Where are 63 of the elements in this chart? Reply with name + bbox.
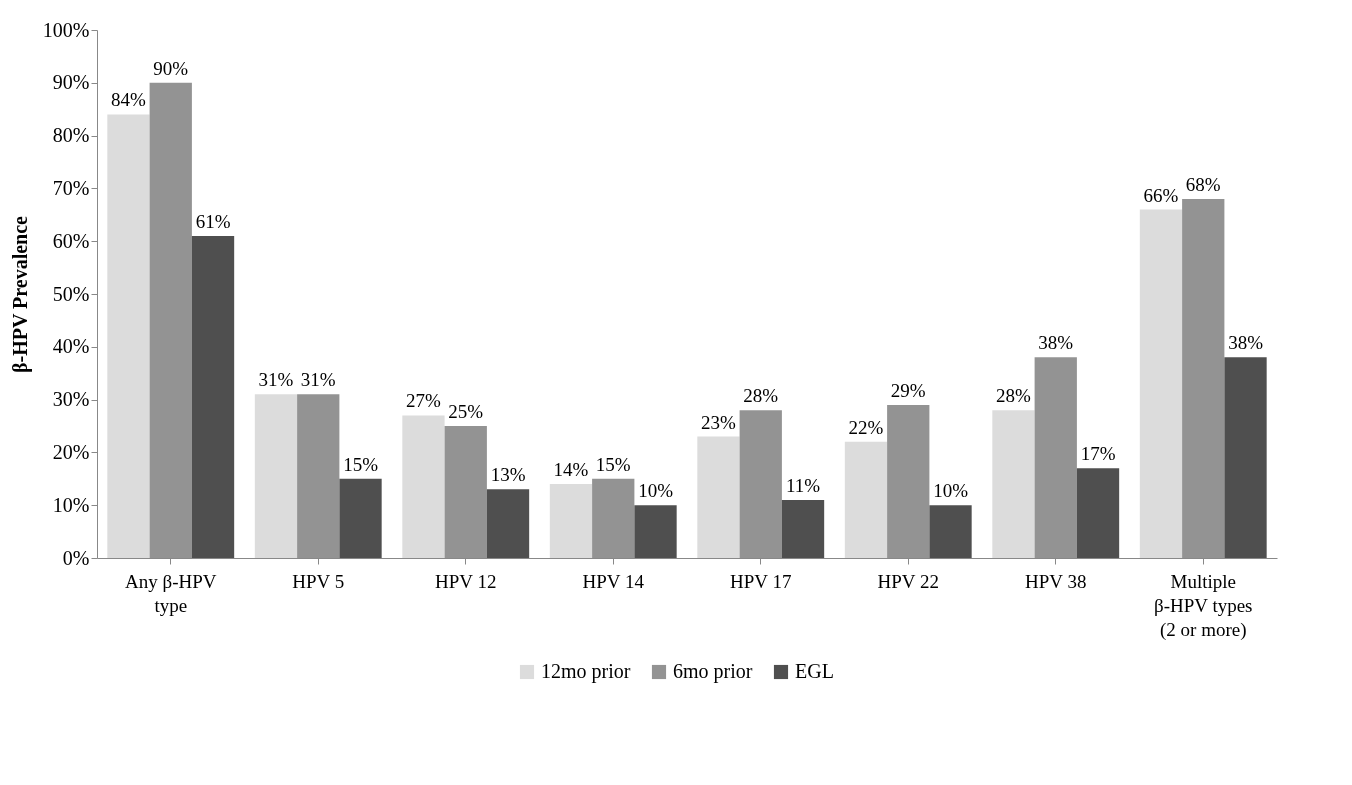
bar [1076,468,1120,558]
data-label: 90% [153,57,189,79]
y-tick-label: 10% [52,493,90,516]
y-axis-title: β-HPV Prevalence [8,215,32,373]
data-label: 27% [406,390,442,412]
y-tick-label: 20% [52,440,90,463]
y-tick-label: 70% [52,176,90,199]
y-tick-label: 60% [52,229,90,252]
data-label: 25% [448,401,484,422]
y-tick-label: 80% [52,124,90,147]
bar [992,410,1035,558]
data-label: 13% [490,464,526,486]
data-label: 68% [1185,173,1221,195]
data-label: 17% [1080,443,1116,465]
data-label: 10% [638,480,674,502]
x-tick-label: HPV 38 [1025,570,1087,592]
x-tick-label: Any β-HPV type [125,570,217,616]
bar [697,436,740,558]
data-label: 84% [111,89,147,111]
data-label: 15% [595,453,631,475]
bar [107,114,150,558]
x-tick-label: HPV 17 [730,570,792,592]
y-tick-label: 90% [52,71,90,94]
bar [254,394,298,558]
x-tick-label: HPV 12 [435,570,497,592]
bar [486,489,530,558]
data-label: 14% [553,459,589,481]
data-label: 22% [848,416,884,438]
bar [844,441,888,558]
data-label: 10% [933,480,969,502]
bar [634,505,677,558]
data-label: 66% [1143,184,1179,206]
x-tick-label: HPV 14 [582,570,645,592]
x-tick-label: HPV 5 [292,570,345,592]
bar [402,415,445,558]
data-label: 31% [258,369,294,391]
data-label: 29% [890,379,926,401]
y-tick-label: 50% [52,282,90,305]
data-label: 38% [1038,332,1074,354]
bar [1139,209,1183,558]
bar [929,505,972,558]
bar [1224,357,1267,558]
data-label: 31% [300,369,336,391]
data-label: 28% [743,385,779,407]
data-label: 61% [195,210,231,232]
y-tick-label: 30% [52,388,90,411]
legend-label: 12mo prior [541,660,631,683]
data-label: 38% [1228,332,1264,354]
legend-label: EGL [795,660,834,682]
data-label: 23% [701,411,737,433]
data-label: 15% [343,453,379,475]
data-label: 11% [785,474,821,496]
legend-label: 6mo prior [673,660,753,683]
bar [339,478,382,558]
y-tick-label: 40% [52,335,90,358]
y-tick-label: 0% [62,546,90,569]
bar [781,499,825,558]
bar [549,484,593,558]
x-tick-label: HPV 22 [877,570,939,592]
data-label: 28% [996,385,1032,407]
bar [191,235,235,558]
x-tick-label: Multiple β-HPV types (2 or more) [1153,570,1253,641]
y-tick-label: 100% [42,18,90,41]
